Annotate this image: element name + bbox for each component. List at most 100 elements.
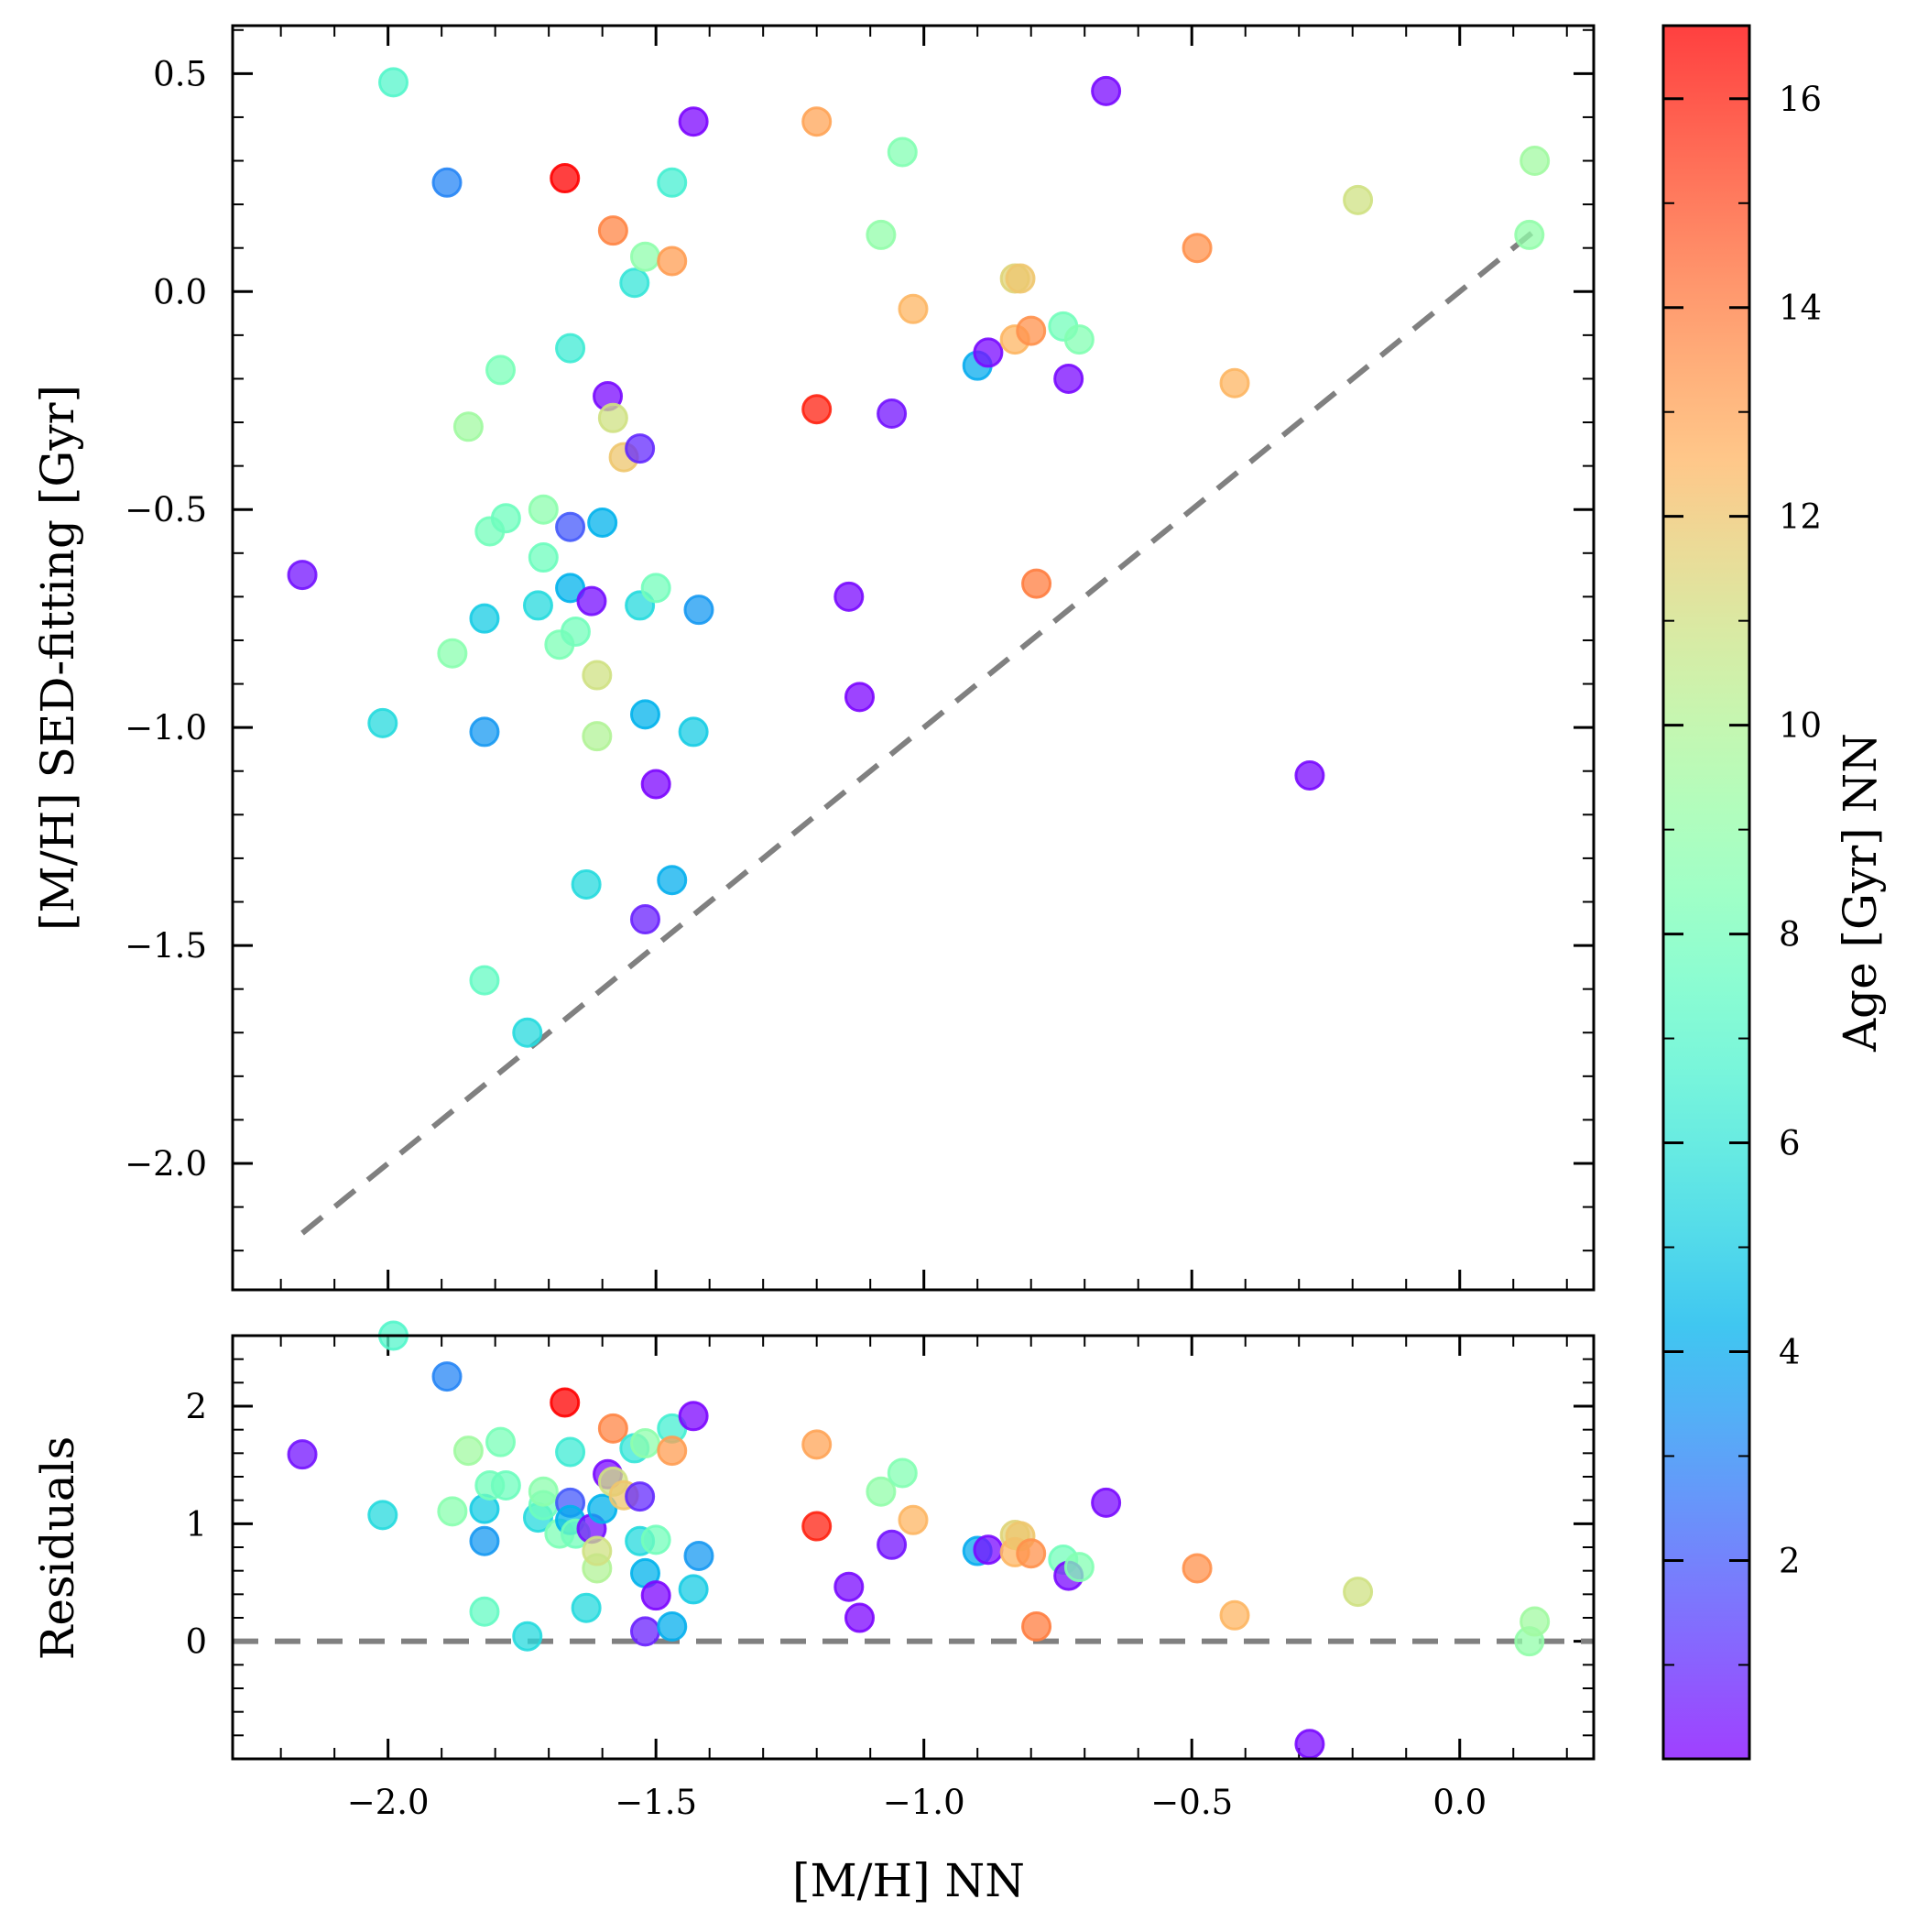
residual-point	[367, 1500, 398, 1531]
residual-point	[866, 1476, 897, 1507]
residual-point	[1182, 1553, 1213, 1584]
data-point	[629, 699, 660, 730]
residual-point	[833, 1571, 865, 1602]
data-point	[887, 136, 918, 168]
data-point	[1053, 363, 1084, 394]
residual-point	[683, 1540, 714, 1571]
colorbar: 2 4 6 8 10 12 14 16 Age [Gyr] NN	[1661, 24, 1887, 1761]
y-tick-label: 2	[185, 1387, 207, 1426]
residual-point	[1520, 1606, 1551, 1637]
residual-point	[657, 1435, 688, 1467]
data-point	[625, 433, 656, 464]
data-point	[678, 106, 709, 137]
residual-panel: −2.0 −1.5 −1.0 −0.5 0.0 2 1 0 Residuals [M/H] N…	[31, 1320, 1596, 1907]
data-point	[550, 163, 581, 194]
data-point	[629, 241, 660, 272]
residual-point	[1021, 1610, 1052, 1642]
data-point	[469, 716, 500, 748]
residual-ticks: −2.0 −1.5 −1.0 −0.5 0.0 2 1 0	[185, 1336, 1594, 1822]
y-tick-label: −1.5	[125, 926, 207, 966]
data-point	[1091, 75, 1122, 106]
data-point	[629, 904, 660, 935]
data-point	[555, 511, 586, 542]
residual-point	[973, 1534, 1004, 1566]
x-axis-label: [M/H] NN	[792, 1854, 1025, 1907]
data-point	[1294, 759, 1325, 791]
data-point	[1520, 146, 1551, 177]
data-point	[1016, 315, 1047, 346]
data-point	[528, 542, 559, 573]
colorbar-tick-label: 6	[1779, 1124, 1801, 1163]
data-point	[619, 267, 650, 299]
residual-point	[678, 1574, 709, 1605]
residual-point	[801, 1511, 833, 1542]
data-point	[1021, 568, 1052, 599]
residual-points	[287, 1320, 1551, 1760]
colorbar-ticks: 2 4 6 8 10 12 14 16	[1663, 80, 1822, 1666]
residual-point	[657, 1610, 688, 1642]
x-tick-label: −1.0	[883, 1783, 965, 1822]
data-point	[431, 167, 463, 198]
colorbar-frame	[1661, 24, 1751, 1761]
x-tick-label: 0.0	[1432, 1783, 1487, 1822]
residual-point	[490, 1469, 521, 1501]
data-point	[522, 590, 553, 621]
data-point	[640, 573, 671, 604]
main-points	[287, 67, 1551, 1048]
residual-point	[1294, 1729, 1325, 1760]
colorbar-tick-label: 10	[1779, 706, 1822, 746]
data-point	[490, 503, 521, 534]
residual-point	[1219, 1599, 1250, 1631]
identity-reference-line	[300, 228, 1537, 1236]
data-point	[1219, 367, 1250, 398]
data-point	[1063, 324, 1095, 355]
data-point	[973, 337, 1004, 368]
data-point	[597, 402, 628, 433]
residual-point	[898, 1504, 929, 1535]
x-tick-label: −0.5	[1150, 1783, 1233, 1822]
residual-point	[485, 1426, 517, 1457]
residual-point	[801, 1429, 833, 1460]
residual-point	[528, 1476, 559, 1507]
data-point	[587, 507, 618, 538]
main-panel-frame	[231, 24, 1596, 1292]
main-ylabel: [M/H] SED-fitting [Gyr]	[31, 385, 84, 931]
data-point	[1182, 233, 1213, 264]
residual-point	[877, 1529, 908, 1560]
data-point	[367, 707, 398, 738]
data-point	[683, 595, 714, 626]
colorbar-tick-label: 12	[1779, 497, 1822, 537]
data-point	[555, 573, 586, 604]
data-point	[898, 293, 929, 324]
y-tick-label: 1	[185, 1504, 207, 1544]
data-point	[555, 333, 586, 364]
residual-point	[1016, 1538, 1047, 1569]
data-point	[582, 721, 613, 752]
data-point	[844, 682, 875, 713]
data-point	[287, 560, 318, 591]
data-point	[582, 660, 613, 691]
data-point	[801, 106, 833, 137]
y-tick-label: −2.0	[125, 1144, 207, 1184]
residual-point	[640, 1580, 671, 1611]
data-point	[877, 398, 908, 430]
residual-point	[887, 1457, 918, 1489]
residual-point	[678, 1401, 709, 1432]
main-ticks: 0.5 0.0 −0.5 −1.0 −1.5 −2.0	[125, 26, 1594, 1290]
colorbar-tick-label: 16	[1779, 80, 1822, 119]
data-point	[801, 394, 833, 425]
residual-point	[844, 1602, 875, 1633]
y-tick-label: −1.0	[125, 708, 207, 748]
data-point	[560, 616, 591, 647]
residual-panel-frame	[231, 1334, 1596, 1761]
residual-point	[571, 1592, 602, 1623]
data-point	[640, 769, 671, 800]
data-point	[1005, 263, 1036, 294]
data-point	[678, 716, 709, 748]
colorbar-tick-label: 4	[1779, 1332, 1801, 1371]
residual-point	[582, 1535, 613, 1566]
data-point	[833, 581, 865, 612]
data-point	[452, 411, 484, 442]
data-point	[657, 865, 688, 896]
residual-point	[469, 1525, 500, 1556]
